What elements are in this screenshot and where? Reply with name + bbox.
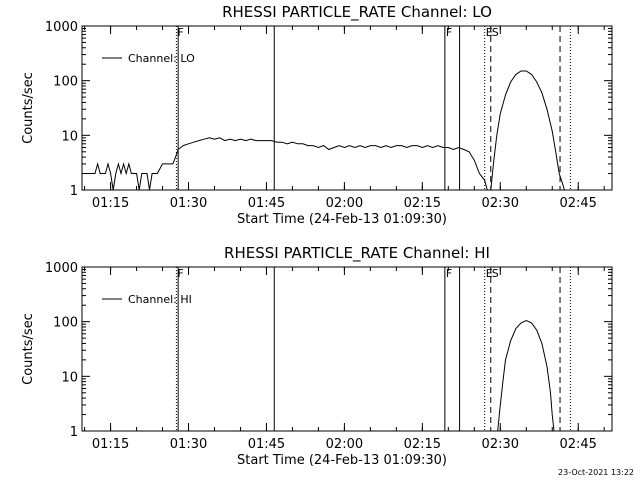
y-tick-label: 100	[53, 75, 78, 90]
series-line	[82, 137, 488, 191]
y-tick-label: 100	[53, 316, 78, 331]
chart-title: RHESSI PARTICLE_RATE Channel: HI	[224, 244, 490, 263]
x-tick-label: 02:15	[404, 437, 441, 452]
legend-label: Channel: HI	[128, 293, 192, 306]
chart-panel-2: RHESSI PARTICLE_RATE Channel: HI Counts/s…	[21, 244, 613, 468]
y-axis-label: Counts/sec	[21, 313, 36, 385]
timestamp-label: 23-Oct-2021 13:22	[558, 468, 634, 477]
y-tick-label: 1	[70, 425, 78, 440]
chart-panels: RHESSI PARTICLE_RATE Channel: LO Counts/s…	[21, 3, 613, 468]
y-tick-label: 1	[70, 184, 78, 199]
series-line	[497, 319, 555, 432]
chart-panel-1: RHESSI PARTICLE_RATE Channel: LO Counts/s…	[21, 3, 613, 227]
x-tick-label: 01:15	[92, 196, 129, 211]
x-tick-label: 02:45	[559, 437, 596, 452]
x-tick-label: 01:30	[170, 437, 207, 452]
x-tick-label: 02:15	[404, 196, 441, 211]
x-tick-label: 01:30	[170, 196, 207, 211]
x-tick-label: 01:45	[248, 437, 285, 452]
x-tick-label: 02:00	[326, 196, 363, 211]
x-tick-label: 01:15	[92, 437, 129, 452]
event-marker-label: F	[446, 26, 452, 39]
event-marker-label: F	[177, 267, 183, 280]
plot-frame	[81, 25, 613, 191]
y-tick-label: 10	[61, 370, 78, 385]
event-marker-label: S	[492, 26, 499, 39]
x-tick-label: 02:00	[326, 437, 363, 452]
x-tick-label: 02:30	[482, 196, 519, 211]
series-line-peak	[490, 70, 565, 191]
x-tick-label: 01:45	[248, 196, 285, 211]
x-axis-label: Start Time (24-Feb-13 01:09:30)	[237, 212, 447, 227]
event-marker-label: F	[177, 26, 183, 39]
event-marker-label: E	[486, 26, 493, 39]
y-tick-label: 1000	[45, 20, 78, 35]
y-tick-label: 1000	[45, 261, 78, 276]
y-axis-label: Counts/sec	[21, 72, 36, 144]
y-tick-label: 10	[61, 129, 78, 144]
x-axis-label: Start Time (24-Feb-13 01:09:30)	[237, 453, 447, 468]
chart-title: RHESSI PARTICLE_RATE Channel: LO	[222, 3, 492, 22]
plot-frame	[81, 266, 613, 432]
x-tick-label: 02:45	[559, 196, 596, 211]
x-tick-label: 02:30	[482, 437, 519, 452]
event-marker-label: S	[492, 267, 499, 280]
legend-label: Channel: LO	[128, 52, 195, 65]
event-marker-label: F	[446, 267, 452, 280]
event-marker-label: E	[486, 267, 493, 280]
